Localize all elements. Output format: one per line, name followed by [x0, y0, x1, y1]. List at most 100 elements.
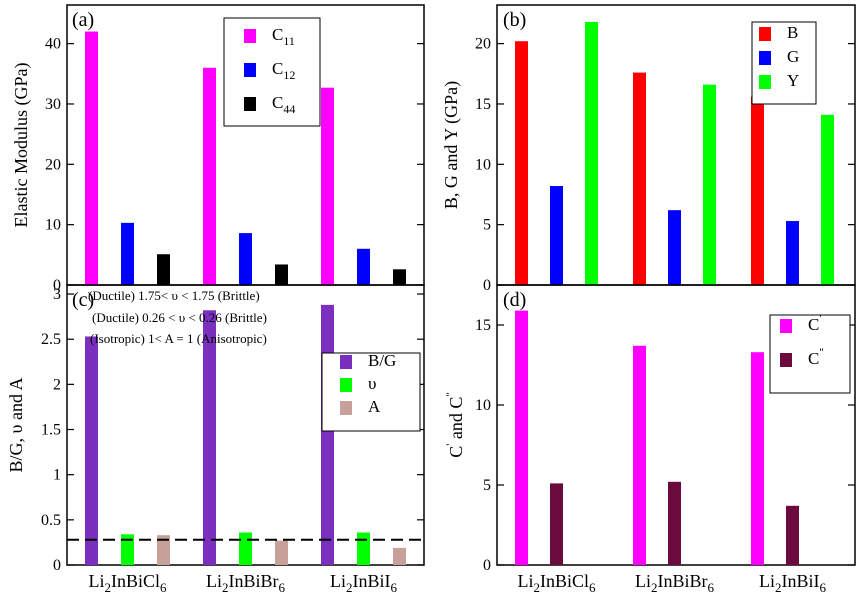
panel-b-legend-label-1: G — [787, 47, 799, 66]
panel-c-ratios: (c) (Ductile) 1.75< υ < 1.75 (Brittle) (… — [6, 284, 425, 595]
panel-c-bar-1-1 — [239, 532, 252, 565]
panel-c-y-tick-label-5: 2.5 — [41, 331, 61, 348]
panel-c-legend-swatch-2 — [340, 401, 352, 415]
panel-d-legend: C' C'' — [769, 311, 851, 394]
panel-a-bar-1-0 — [203, 67, 216, 285]
panel-a-bar-2-0 — [321, 87, 334, 285]
panel-b-bar-2-2 — [821, 114, 834, 286]
panel-c-bar-0-0 — [85, 336, 98, 565]
panel-c-legend-label-0: B/G — [368, 351, 396, 370]
panel-b-y-tick-label-1: 5 — [483, 217, 491, 234]
panel-d-bar-1-1 — [668, 481, 681, 565]
panel-c-bar-2-1 — [357, 532, 370, 565]
panel-a-bar-2-1 — [357, 248, 370, 285]
panel-c-y-tick-label-4: 2 — [53, 376, 61, 393]
panel-b-y-tick-label-3: 15 — [475, 96, 491, 113]
panel-b-y-tick-label-2: 10 — [475, 156, 491, 173]
panel-b-bar-2-0 — [751, 96, 764, 285]
panel-d-x-tick-label-1: Li2InBiBr6 — [635, 571, 715, 595]
panel-a-bar-2-2 — [393, 269, 406, 285]
panel-c-y-axis-label: B/G, υ and A — [6, 378, 26, 473]
panel-a-label: (a) — [72, 9, 94, 31]
panel-a-y-tick-label-3: 30 — [45, 96, 61, 113]
panel-b-legend-swatch-1 — [759, 51, 771, 65]
panel-c-y-tick-label-0: 0 — [53, 557, 61, 574]
panel-c-legend-label-1: υ — [368, 374, 376, 393]
panel-b-bar-1-2 — [703, 84, 716, 285]
panel-b-y-tick-label-0: 0 — [483, 277, 491, 294]
panel-b-legend-swatch-0 — [759, 27, 771, 41]
panel-a-bars — [85, 31, 406, 285]
panel-c-legend-label-2: A — [368, 397, 381, 416]
panel-b-bar-0-0 — [515, 41, 528, 286]
panel-a-legend-label-2: C44 — [272, 93, 295, 116]
panel-c-annotation-3: (Isotropic) 1< A = 1 (Anisotropic) — [90, 331, 267, 346]
panel-c-bar-1-0 — [203, 310, 216, 565]
panel-a-legend-swatch-0 — [244, 29, 256, 43]
panel-a-y-ticks: 0 10 20 30 40 — [45, 36, 424, 294]
panel-c-legend-box — [321, 352, 421, 432]
panel-c-annotation-2: (Ductile) 0.26 < υ < 0.26 (Brittle) — [92, 310, 267, 325]
panel-b-bars — [515, 21, 834, 286]
panel-a-bar-0-0 — [85, 31, 98, 285]
panel-d-bar-0-0 — [515, 310, 528, 565]
panel-b-label: (b) — [503, 9, 526, 31]
panel-d-y-ticks: 0 5 10 15 — [475, 317, 855, 574]
panel-d-y-tick-label-1: 5 — [483, 477, 491, 494]
panel-b-legend-swatch-2 — [759, 75, 771, 89]
panel-a-bar-0-2 — [157, 254, 170, 285]
panel-a-legend-label-0: C11 — [272, 25, 295, 48]
panel-a-y-tick-label-4: 40 — [45, 36, 61, 53]
panel-c-label: (c) — [72, 289, 94, 311]
panel-a-bar-1-2 — [275, 264, 288, 285]
panel-d-bar-2-1 — [786, 505, 799, 565]
panel-d-bars — [515, 310, 799, 565]
panel-a-legend-label-1: C12 — [272, 59, 295, 82]
panel-d-legend-swatch-1 — [780, 353, 792, 367]
panel-a-bar-1-1 — [239, 233, 252, 285]
panel-c-y-tick-label-6: 3 — [53, 286, 61, 303]
panel-d-bar-1-0 — [633, 345, 646, 565]
panel-c-annotation-1: (Ductile) 1.75< υ < 1.75 (Brittle) — [88, 288, 260, 303]
panel-b-bar-1-1 — [668, 210, 681, 285]
panel-a-legend: C11 C12 C44 — [223, 17, 321, 127]
panel-c-bar-2-0 — [321, 304, 334, 565]
panel-c-x-tick-label-0: Li2InBiCl6 — [88, 571, 167, 595]
panel-a-bar-0-1 — [121, 222, 134, 285]
panel-c-y-ticks: 0 0.5 1 1.5 2 2.5 3 — [41, 286, 424, 574]
panel-a-legend-swatch-2 — [244, 97, 256, 111]
panel-a-legend-box — [223, 17, 321, 127]
panel-c-legend-swatch-1 — [340, 378, 352, 392]
panel-b-bar-1-0 — [633, 72, 646, 285]
panel-c-x-tick-label-2: Li2InBiI6 — [330, 571, 398, 595]
panel-d-bar-0-1 — [550, 483, 563, 565]
panel-d-legend-swatch-0 — [780, 319, 792, 333]
panel-c-x-tick-label-1: Li2InBiBr6 — [206, 571, 286, 595]
panel-b-bgy-moduli: (b) 0 5 10 15 20 B, G and Y (GPa) BGY — [441, 4, 856, 294]
panel-a-y-tick-label-1: 10 — [45, 217, 61, 234]
panel-c-bar-0-1 — [121, 534, 134, 565]
panel-c-y-tick-label-2: 1 — [53, 467, 61, 484]
panel-d-x-tick-label-2: Li2InBiI6 — [759, 571, 827, 595]
panel-c-bar-2-2 — [393, 547, 406, 565]
panel-b-y-axis-label: B, G and Y (GPa) — [441, 81, 462, 209]
panel-d-bar-2-0 — [751, 352, 764, 565]
panel-d-legend-label-0: C' — [808, 311, 822, 334]
panel-c-x-tick-labels: Li2InBiCl6 Li2InBiBr6 Li2InBiI6 — [88, 571, 397, 595]
panel-a-y-tick-label-0: 0 — [53, 277, 61, 294]
panel-d-y-tick-label-0: 0 — [483, 557, 491, 574]
panel-c-bar-0-2 — [157, 535, 170, 565]
panel-d-legend-label-1: C'' — [808, 345, 824, 368]
panel-b-legend-label-0: B — [787, 23, 798, 42]
panel-c-bar-1-2 — [275, 540, 288, 565]
panel-a-legend-swatch-1 — [244, 63, 256, 77]
panel-c-legend: B/G υA — [321, 351, 421, 432]
panel-b-bar-0-1 — [550, 186, 563, 285]
panel-d-label: (d) — [503, 289, 526, 311]
panel-d-y-tick-label-2: 10 — [475, 397, 491, 414]
panel-d-y-axis-label: C' and C'' — [443, 392, 466, 458]
panel-b-bar-2-1 — [786, 221, 799, 285]
